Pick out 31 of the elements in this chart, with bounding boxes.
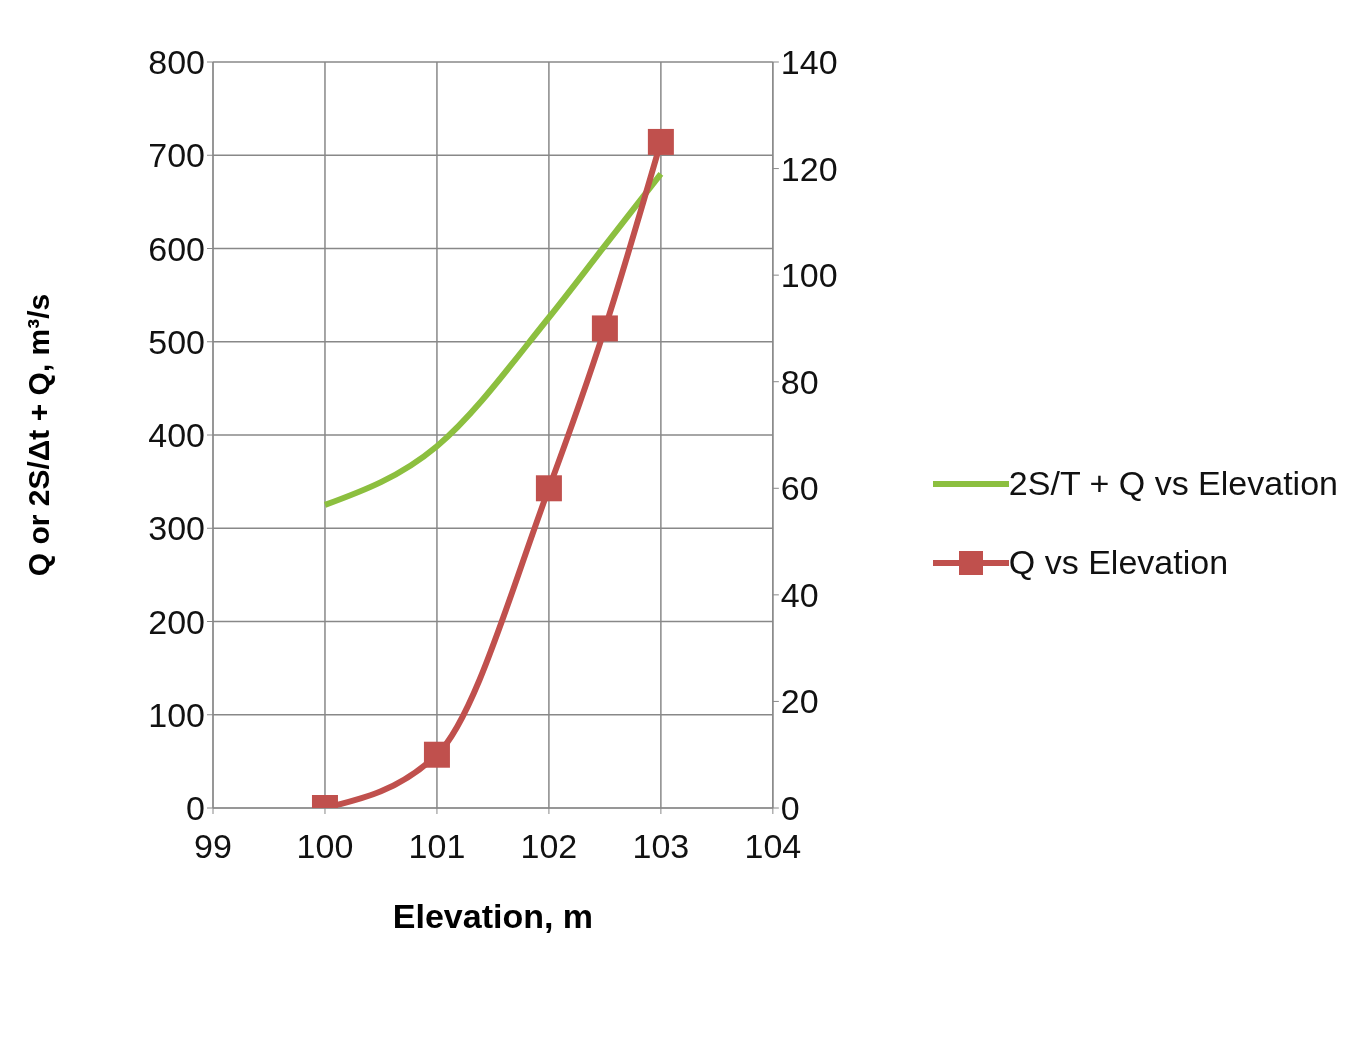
y2-tick-label: 40 xyxy=(780,575,819,614)
x-tick-label: 102 xyxy=(520,827,578,866)
y2-tick-label: 60 xyxy=(780,469,819,508)
point xyxy=(423,741,450,768)
y2-tick-label: 140 xyxy=(780,43,838,82)
y-tick-label: 800 xyxy=(148,43,205,82)
y-axis-title: Q or 2S/Δt + Q, m³/s xyxy=(21,293,55,577)
point xyxy=(591,315,618,342)
x-tick-label: 103 xyxy=(632,827,690,866)
x-tick-label: 101 xyxy=(408,827,466,866)
y2-tick-label: 0 xyxy=(780,789,800,828)
x-tick-label: 104 xyxy=(744,827,802,866)
y-tick-label: 600 xyxy=(148,229,205,268)
y-tick-label: 500 xyxy=(148,322,205,361)
y2-tick-label: 20 xyxy=(780,682,819,721)
y-tick-label: 200 xyxy=(148,602,205,641)
point xyxy=(647,128,674,155)
x-axis-title: Elevation, m xyxy=(392,897,594,935)
y-tick-label: 0 xyxy=(186,789,205,828)
y2-tick-label: 80 xyxy=(780,362,819,401)
legend-label: 2S/T + Q vs Elevation xyxy=(1008,464,1338,503)
y2-tick-label: 100 xyxy=(780,256,838,295)
y-tick-label: 300 xyxy=(148,509,205,548)
point xyxy=(535,475,562,502)
x-tick-label: 100 xyxy=(296,827,354,866)
y2-tick-label: 120 xyxy=(780,149,838,188)
legend-label: Q vs Elevation xyxy=(1008,543,1229,582)
y-tick-label: 400 xyxy=(148,416,205,455)
y-tick-label: 100 xyxy=(148,695,205,734)
x-tick-label: 99 xyxy=(194,827,232,866)
y-tick-label: 700 xyxy=(148,136,205,175)
